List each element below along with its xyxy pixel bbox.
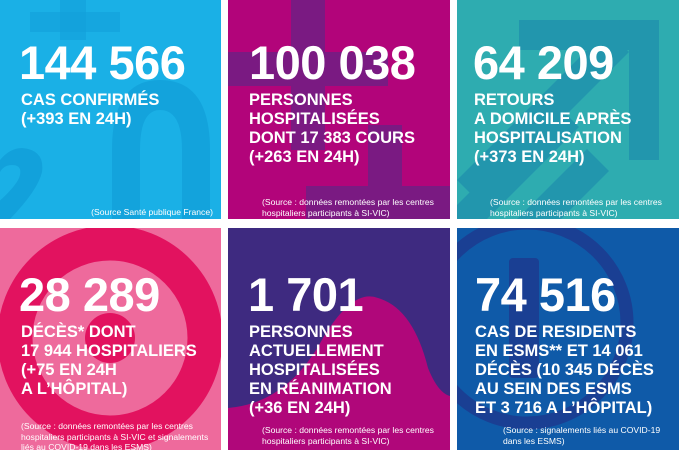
stat-label: CAS CONFIRMÉS (+393 EN 24H) <box>21 91 160 128</box>
stat-value: 64 209 <box>473 36 614 89</box>
tile-hospitalisations: 100 038 PERSONNES HOSPITALISÉES DONT 17 … <box>228 0 450 219</box>
tile-reanimation: 1 701 PERSONNES ACTUELLEMENT HOSPITALISÉ… <box>228 228 450 450</box>
tile-deces: 28 289 DÉCÈS* DONT 17 944 HOSPITALIERS (… <box>0 228 221 450</box>
stat-label: RETOURS A DOMICILE APRÈS HOSPITALISATION… <box>474 91 632 166</box>
arrow-up-right-icon <box>457 0 679 219</box>
stat-label: DÉCÈS* DONT 17 944 HOSPITALIERS (+75 EN … <box>21 323 197 398</box>
curve-peak-icon <box>228 228 450 450</box>
tile-cas-confirmes: 144 566 CAS CONFIRMÉS (+393 EN 24H) (Sou… <box>0 0 221 219</box>
stat-value: 100 038 <box>249 36 416 89</box>
stat-label: PERSONNES ACTUELLEMENT HOSPITALISÉES EN … <box>249 323 392 417</box>
stat-value: 144 566 <box>19 36 186 89</box>
medical-cross-icon <box>228 0 450 219</box>
source-note: (Source : données remontées par les cent… <box>262 425 434 446</box>
stat-label: PERSONNES HOSPITALISÉES DONT 17 383 COUR… <box>249 91 415 166</box>
source-note: (Source : données remontées par les cent… <box>262 197 434 218</box>
source-note: (Source Santé publique France) <box>91 207 213 217</box>
stat-value: 1 701 <box>248 268 364 321</box>
target-rings-icon <box>0 228 221 450</box>
stat-value: 74 516 <box>475 268 616 321</box>
source-note: (Source : signalements liés au COVID-19 … <box>503 425 661 446</box>
stat-label: CAS DE RESIDENTS EN ESMS** ET 14 061 DÉC… <box>475 323 654 417</box>
tile-retours-domicile: 64 209 RETOURS A DOMICILE APRÈS HOSPITAL… <box>457 0 679 219</box>
stat-value: 28 289 <box>19 268 160 321</box>
digits-2-0-icon <box>0 0 221 219</box>
source-note: (Source : données remontées par les cent… <box>490 197 662 218</box>
source-note: (Source : données remontées par les cent… <box>21 421 209 450</box>
tile-esms: 74 516 CAS DE RESIDENTS EN ESMS** ET 14 … <box>457 228 679 450</box>
info-circle-icon <box>457 228 679 450</box>
